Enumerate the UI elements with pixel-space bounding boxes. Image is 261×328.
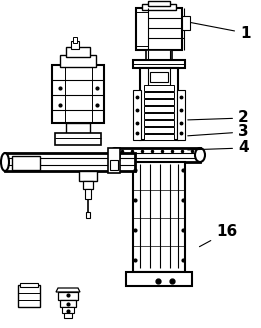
Bar bbox=[136, 8, 182, 50]
Bar bbox=[58, 292, 78, 300]
Polygon shape bbox=[56, 288, 80, 292]
Bar bbox=[144, 106, 174, 112]
Bar bbox=[146, 50, 172, 60]
Bar bbox=[52, 65, 104, 123]
Bar bbox=[133, 90, 141, 140]
Bar bbox=[144, 120, 174, 126]
Bar bbox=[144, 92, 174, 98]
Bar bbox=[133, 162, 185, 272]
Bar bbox=[85, 189, 91, 199]
Bar bbox=[126, 272, 192, 286]
Bar bbox=[142, 4, 176, 10]
Ellipse shape bbox=[110, 148, 120, 162]
Bar bbox=[5, 153, 135, 171]
Bar bbox=[150, 72, 168, 82]
Bar bbox=[144, 134, 174, 140]
Text: 4: 4 bbox=[188, 140, 249, 155]
Bar bbox=[79, 171, 97, 181]
Bar bbox=[20, 283, 38, 287]
Bar bbox=[148, 1, 170, 6]
Text: 3: 3 bbox=[188, 125, 249, 139]
Bar bbox=[133, 60, 185, 68]
Bar bbox=[60, 55, 96, 67]
Bar bbox=[182, 16, 190, 30]
Text: 16: 16 bbox=[199, 224, 237, 247]
Bar bbox=[144, 99, 174, 105]
Bar bbox=[86, 212, 90, 218]
Ellipse shape bbox=[195, 148, 205, 162]
Text: 2: 2 bbox=[188, 111, 249, 126]
Text: 1: 1 bbox=[191, 23, 251, 40]
Bar bbox=[108, 148, 120, 173]
Bar bbox=[18, 285, 40, 307]
Ellipse shape bbox=[1, 153, 9, 171]
Bar bbox=[144, 85, 174, 91]
Bar bbox=[55, 133, 101, 145]
Bar bbox=[144, 113, 174, 119]
Bar bbox=[144, 127, 174, 133]
Bar bbox=[83, 181, 93, 189]
Bar bbox=[66, 123, 90, 135]
Bar bbox=[110, 160, 118, 170]
Bar bbox=[140, 68, 178, 140]
Bar bbox=[64, 313, 72, 318]
Bar bbox=[115, 148, 200, 162]
Bar bbox=[12, 156, 40, 170]
Bar bbox=[177, 90, 185, 140]
Bar bbox=[62, 307, 74, 313]
Bar bbox=[66, 47, 90, 57]
Bar bbox=[71, 41, 79, 49]
Bar bbox=[60, 300, 76, 307]
Bar bbox=[73, 37, 77, 43]
